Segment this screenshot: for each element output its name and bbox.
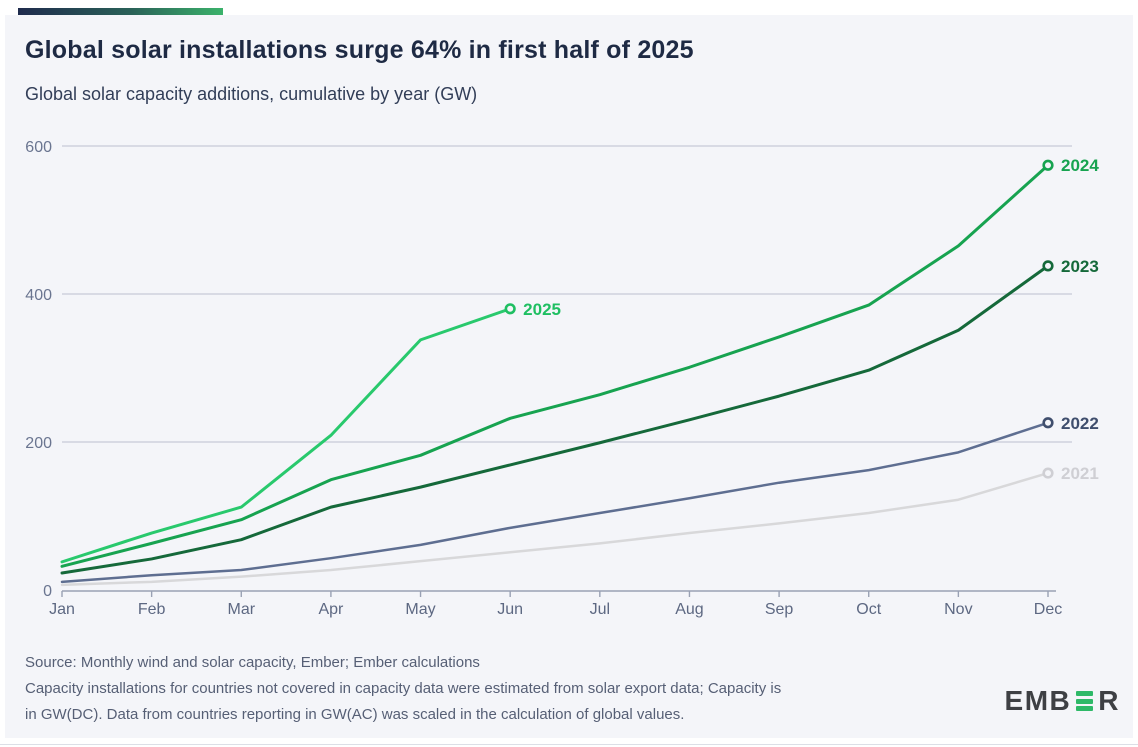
- bottom-divider: [0, 744, 1138, 745]
- brand-gradient-bar: [18, 8, 223, 15]
- ember-logo: EMB R: [1005, 686, 1120, 716]
- source-line-2: Capacity installations for countries not…: [25, 680, 782, 697]
- ember-logo-text-prefix: EMB: [1004, 685, 1072, 716]
- source-line-1: Source: Monthly wind and solar capacity,…: [25, 654, 480, 671]
- chart-panel: [5, 15, 1133, 738]
- ember-logo-text-suffix: R: [1098, 685, 1120, 716]
- source-line-3: in GW(DC). Data from countries reporting…: [25, 706, 685, 723]
- ember-logo-bars-icon: [1076, 691, 1094, 711]
- page-subtitle: Global solar capacity additions, cumulat…: [25, 84, 478, 104]
- page-title: Global solar installations surge 64% in …: [25, 36, 694, 64]
- source-note: Source: Monthly wind and solar capacity,…: [25, 650, 925, 728]
